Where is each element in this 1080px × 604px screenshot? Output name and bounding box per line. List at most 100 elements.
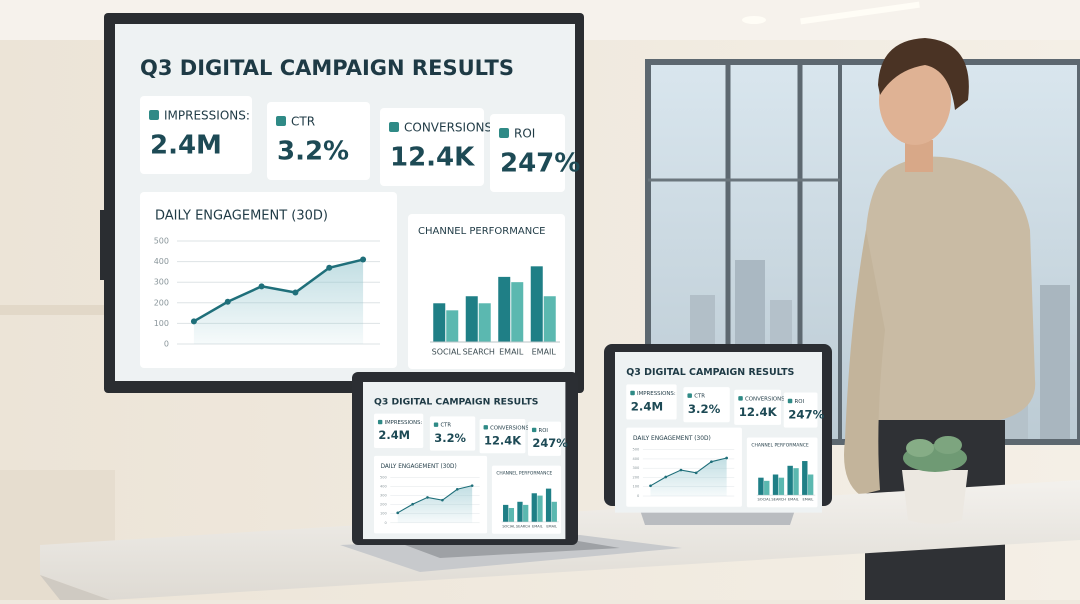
bar (465, 296, 478, 342)
kpi-value: 3.2% (688, 402, 721, 416)
y-tick-label: 400 (154, 257, 169, 266)
kpi-value: 247% (500, 149, 580, 179)
y-tick-label: 400 (380, 485, 387, 489)
point (224, 298, 231, 305)
bar (517, 501, 523, 522)
point (426, 496, 429, 499)
bar (545, 488, 552, 522)
y-tick-label: 300 (154, 278, 169, 287)
line (193, 258, 364, 323)
bar (523, 504, 529, 522)
kpi-icon (389, 122, 399, 132)
kpi-value: 12.4K (739, 405, 778, 419)
point (664, 475, 668, 479)
kpi-icon (787, 398, 793, 404)
point (725, 456, 728, 460)
y-tick-label: 0 (164, 340, 169, 349)
panel-title: CHANNEL PERFORMANCE (751, 443, 809, 449)
kpi-card (626, 384, 677, 420)
line (650, 457, 727, 487)
tablet-screen: Q3 DIGITAL CAMPAIGN RESULTS IMPRESSIONS: 2… (615, 352, 825, 513)
point (649, 484, 652, 488)
y-tick-label: 100 (380, 512, 387, 516)
x-tick-label: SEARCH (463, 348, 495, 357)
point (470, 484, 474, 487)
bar (530, 266, 543, 342)
bar (508, 507, 515, 522)
kpi-card (267, 102, 370, 180)
kpi-card (140, 96, 252, 174)
point (694, 471, 698, 475)
kpi-label: IMPRESSIONS: (164, 109, 250, 123)
point (455, 487, 459, 491)
x-tick-label: EMAIL (532, 348, 557, 357)
panel-title: DAILY ENGAGEMENT (30D) (633, 436, 711, 442)
panel-title: CHANNEL PERFORMANCE (418, 226, 546, 237)
area (650, 457, 727, 496)
kpi-value: 3.2% (434, 431, 466, 445)
kpi-icon (738, 396, 743, 401)
kpi-label: CONVERSIONS: (404, 121, 496, 135)
point (411, 502, 414, 506)
x-tick-label: EMAIL (802, 498, 813, 502)
tv-mount (100, 210, 106, 280)
point (258, 283, 265, 290)
kpi-icon (433, 422, 439, 427)
bar (537, 495, 543, 522)
kpi-card (479, 418, 526, 454)
bar (503, 504, 509, 522)
y-tick-label: 500 (154, 237, 169, 246)
y-tick-label: 200 (632, 475, 640, 479)
kpi-label: ROI (795, 399, 805, 405)
kpi-label: CTR (694, 394, 705, 400)
bar (802, 461, 808, 496)
area (193, 259, 364, 344)
y-tick-label: 100 (632, 485, 640, 489)
bar (807, 474, 814, 496)
desk-edge (40, 575, 110, 600)
kpi-value: 2.4M (378, 428, 410, 442)
tv-screen: Q3 DIGITAL CAMPAIGN RESULTS IMPRESSIONS: 2… (115, 24, 580, 381)
kpi-label: CONVERSIONS: (490, 425, 531, 431)
kpi-label: CTR (440, 423, 451, 429)
x-tick-label: EMAIL (532, 524, 543, 528)
kpi-icon (276, 116, 286, 126)
dashboard-title: Q3 DIGITAL CAMPAIGN RESULTS (374, 396, 538, 407)
kpi-icon (531, 427, 537, 433)
kpi-card (683, 387, 730, 423)
x-tick-label: SOCIAL (432, 348, 462, 357)
tablet-stand (640, 510, 795, 525)
kpi-icon (630, 390, 635, 396)
kpi-icon (149, 110, 159, 120)
y-tick-label: 0 (385, 521, 387, 525)
bar (433, 303, 446, 342)
plant (902, 436, 968, 524)
bar (793, 468, 799, 496)
bar (778, 477, 785, 496)
x-tick-label: EMAIL (546, 524, 557, 528)
kpi-icon (499, 128, 509, 138)
x-tick-label: SEARCH (516, 524, 531, 528)
y-tick-label: 0 (637, 494, 640, 498)
kpi-value: 12.4K (390, 143, 475, 173)
point (710, 460, 713, 464)
bar (551, 501, 557, 522)
kpi-value: 2.4M (150, 131, 222, 161)
dashboard-title: Q3 DIGITAL CAMPAIGN RESULTS (140, 56, 514, 80)
ceiling-light (800, 1, 920, 25)
line (397, 485, 473, 514)
point (190, 318, 197, 325)
y-tick-label: 500 (380, 475, 387, 479)
bar (531, 493, 537, 522)
y-tick-label: 200 (154, 298, 169, 307)
kpi-value: 247% (532, 436, 568, 450)
panel-title: CHANNEL PERFORMANCE (496, 471, 552, 477)
bar (787, 465, 793, 496)
bar (446, 310, 459, 342)
bar (758, 477, 764, 496)
point (679, 468, 683, 472)
point (396, 511, 400, 515)
bar (764, 480, 770, 496)
panel-title: DAILY ENGAGEMENT (30D) (155, 209, 328, 224)
